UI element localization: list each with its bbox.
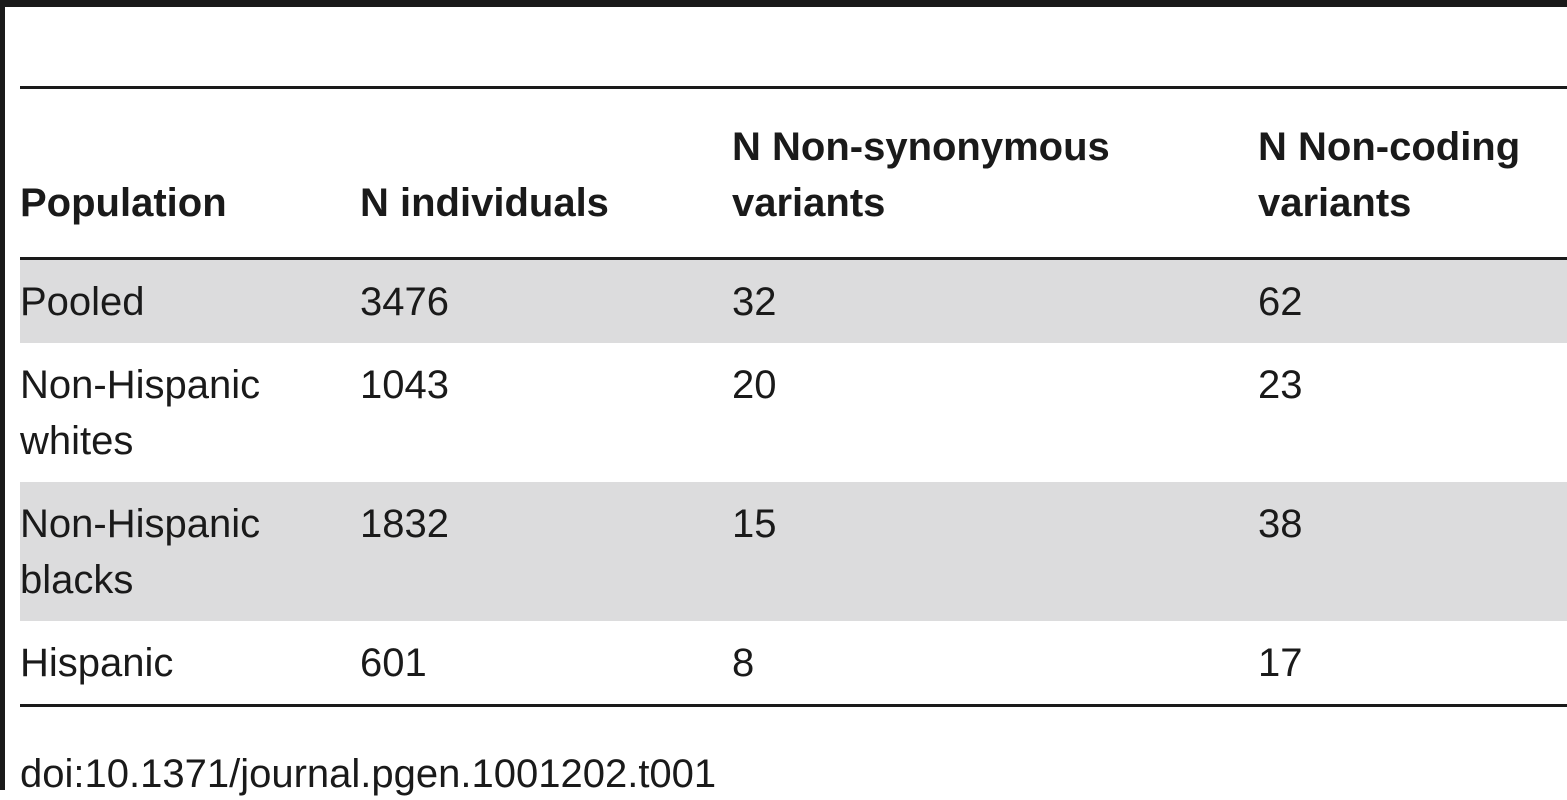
cell-population-line-2: whites [20,419,134,463]
cell-n-individuals: 1832 [360,482,732,621]
header-n-individuals-line-1: N individuals [360,181,609,225]
cell-population-line-1: Non-Hispanic [20,502,261,546]
header-population: Population [20,88,360,259]
table-header: Population N individuals N Non-synonymou… [20,87,1567,259]
header-n-individuals: N individuals [360,88,732,259]
cell-n-individuals: 601 [360,641,427,685]
cell-n-noncoding: 23 [1258,363,1303,407]
cell-n-nonsynonymous: 32 [732,258,1258,343]
table-row: Non-Hispanic whites 1043 20 23 [20,343,1567,482]
table-row: Pooled 3476 32 62 [20,258,1567,343]
population-variants-table: Population N individuals N Non-synonymou… [20,86,1567,707]
cell-n-individuals: 3476 [360,258,732,343]
table-body: Pooled 3476 32 62 Non-Hispanic whites 10… [20,258,1567,706]
cell-population-line-1: Hispanic [20,641,174,685]
table-row: Non-Hispanic blacks 1832 15 38 [20,482,1567,621]
cell-population: Non-Hispanic blacks [20,482,360,621]
header-nonsyn-line-1: N Non-synonymous [732,125,1110,169]
cell-n-noncoding: 38 [1258,482,1567,621]
cell-n-individuals: 1043 [360,363,449,407]
header-n-nonsynonymous-variants: N Non-synonymous variants [732,88,1258,259]
cell-n-noncoding: 62 [1258,258,1567,343]
header-noncoding-line-1: N Non-coding [1258,125,1521,169]
header-row: Population N individuals N Non-synonymou… [20,87,1567,259]
cell-n-nonsynonymous: 20 [732,363,777,407]
cell-population-line-2: blacks [20,558,134,602]
left-border-rule [0,0,5,790]
header-noncoding-line-2: variants [1258,181,1412,225]
table-row: Hispanic 601 8 17 [20,621,1567,706]
cell-n-nonsynonymous: 15 [732,482,1258,621]
cell-population-line-1: Non-Hispanic [20,363,261,407]
cell-n-noncoding: 17 [1258,641,1303,685]
cell-population: Pooled [20,258,360,343]
header-population-line-1: Population [20,181,227,225]
cell-n-nonsynonymous: 8 [732,641,755,685]
cell-population-line-1: Pooled [20,280,145,324]
cell-population: Hispanic [20,621,360,706]
doi-footer: doi:10.1371/journal.pgen.1001202.t001 [20,752,717,796]
header-n-noncoding-variants: N Non-coding variants [1258,88,1567,259]
header-nonsyn-line-2: variants [732,181,886,225]
cell-population: Non-Hispanic whites [20,343,360,482]
table-container: Population N individuals N Non-synonymou… [20,86,1567,707]
top-border-rule [0,0,1567,7]
